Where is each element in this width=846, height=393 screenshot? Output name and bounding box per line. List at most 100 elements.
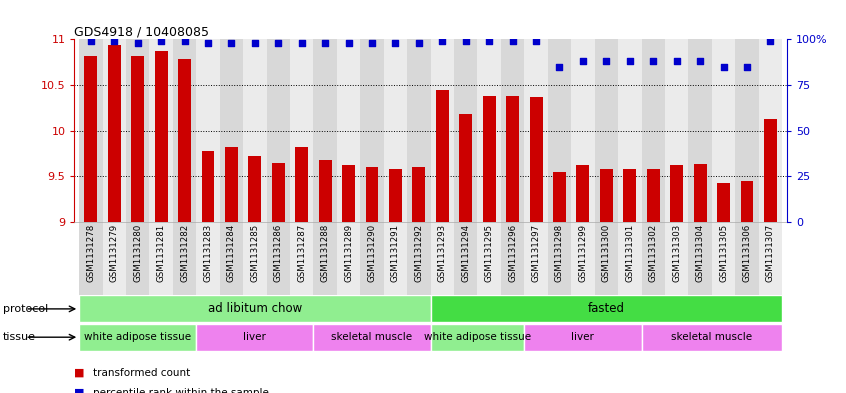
Point — [670, 58, 684, 64]
Bar — [342, 165, 355, 222]
Point — [201, 40, 215, 46]
Bar — [694, 163, 706, 222]
Text: GSM1131278: GSM1131278 — [86, 224, 96, 283]
Bar — [618, 222, 641, 295]
Bar — [624, 169, 636, 222]
Bar — [407, 39, 431, 222]
Text: GSM1131279: GSM1131279 — [110, 224, 118, 282]
Bar — [547, 39, 571, 222]
Bar — [389, 169, 402, 222]
Text: GSM1131302: GSM1131302 — [649, 224, 657, 283]
Text: GSM1131282: GSM1131282 — [180, 224, 189, 283]
Text: GSM1131292: GSM1131292 — [415, 224, 423, 282]
Bar — [571, 39, 595, 222]
Text: GSM1131281: GSM1131281 — [157, 224, 166, 283]
Text: skeletal muscle: skeletal muscle — [671, 332, 752, 342]
Bar — [225, 147, 238, 222]
Text: transformed count: transformed count — [93, 368, 190, 378]
Bar — [337, 222, 360, 295]
Text: liver: liver — [572, 332, 595, 342]
Point — [272, 40, 285, 46]
Bar — [595, 39, 618, 222]
Bar — [150, 222, 173, 295]
Bar — [85, 56, 97, 222]
Bar — [290, 222, 314, 295]
Bar — [319, 160, 332, 222]
Bar — [173, 39, 196, 222]
Text: GSM1131305: GSM1131305 — [719, 224, 728, 283]
Text: white adipose tissue: white adipose tissue — [84, 332, 191, 342]
Bar — [249, 156, 261, 222]
Point — [154, 38, 168, 44]
Bar — [740, 181, 754, 222]
Bar — [501, 222, 525, 295]
Bar — [431, 295, 782, 323]
Point — [342, 40, 355, 46]
Bar — [126, 39, 150, 222]
Bar — [243, 39, 266, 222]
Bar — [525, 222, 547, 295]
Bar — [413, 167, 426, 222]
Bar — [459, 114, 472, 222]
Bar — [290, 39, 314, 222]
Text: GSM1131287: GSM1131287 — [297, 224, 306, 283]
Bar — [641, 222, 665, 295]
Text: GSM1131288: GSM1131288 — [321, 224, 330, 283]
Bar — [759, 39, 782, 222]
Bar — [220, 39, 243, 222]
Bar — [431, 39, 454, 222]
Bar — [506, 96, 519, 222]
Text: tissue: tissue — [3, 332, 36, 342]
Bar — [384, 39, 407, 222]
Text: GSM1131294: GSM1131294 — [461, 224, 470, 282]
Bar — [547, 222, 571, 295]
Bar — [266, 222, 290, 295]
Bar — [689, 39, 711, 222]
Bar — [717, 183, 730, 222]
Bar — [102, 222, 126, 295]
Bar — [431, 323, 525, 351]
Bar — [360, 222, 384, 295]
Bar — [553, 172, 566, 222]
Text: GSM1131297: GSM1131297 — [531, 224, 541, 282]
Text: GSM1131283: GSM1131283 — [204, 224, 212, 283]
Point — [576, 58, 590, 64]
Bar — [266, 39, 290, 222]
Bar — [360, 39, 384, 222]
Bar — [477, 39, 501, 222]
Bar — [477, 222, 501, 295]
Point — [295, 40, 309, 46]
Bar — [670, 165, 683, 222]
Text: GSM1131295: GSM1131295 — [485, 224, 494, 282]
Point — [459, 38, 473, 44]
Text: GSM1131289: GSM1131289 — [344, 224, 353, 282]
Bar — [337, 39, 360, 222]
Text: ■: ■ — [74, 387, 85, 393]
Text: GSM1131307: GSM1131307 — [766, 224, 775, 283]
Bar — [689, 222, 711, 295]
Bar — [107, 45, 121, 222]
Point — [694, 58, 707, 64]
Point — [365, 40, 379, 46]
Bar — [131, 56, 144, 222]
Bar — [155, 51, 168, 222]
Bar — [641, 39, 665, 222]
Bar — [735, 222, 759, 295]
Text: GSM1131300: GSM1131300 — [602, 224, 611, 283]
Point — [84, 38, 97, 44]
Bar — [243, 222, 266, 295]
Point — [530, 38, 543, 44]
Point — [506, 38, 519, 44]
Bar — [665, 222, 689, 295]
Bar — [483, 96, 496, 222]
Text: GSM1131286: GSM1131286 — [274, 224, 283, 283]
Text: GSM1131299: GSM1131299 — [579, 224, 587, 282]
Text: ■: ■ — [74, 368, 85, 378]
Bar — [295, 147, 308, 222]
Bar — [365, 167, 378, 222]
Text: GSM1131293: GSM1131293 — [438, 224, 447, 282]
Bar — [80, 323, 196, 351]
Point — [436, 38, 449, 44]
Point — [131, 40, 145, 46]
Text: ad libitum chow: ad libitum chow — [208, 302, 302, 316]
